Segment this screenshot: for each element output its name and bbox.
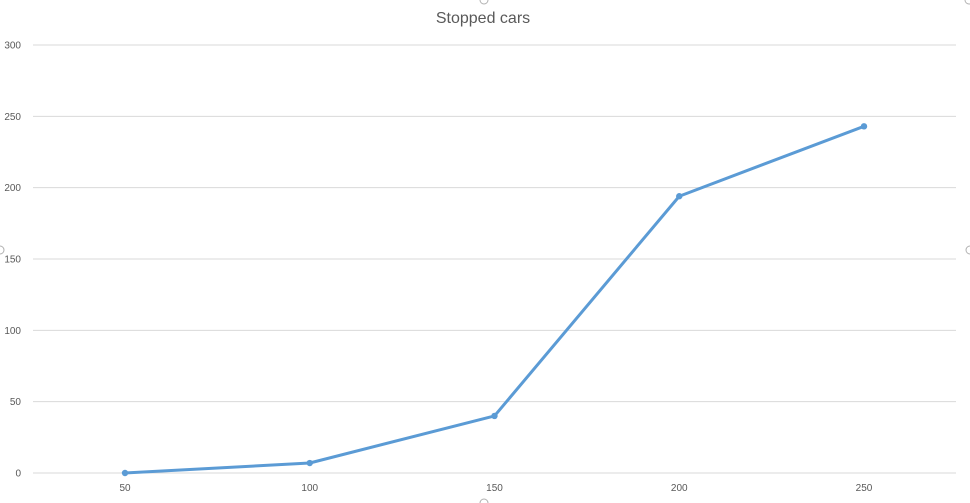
x-tick-label: 50 (119, 483, 131, 494)
x-axis-tick-labels: 50 100 150 200 250 (119, 483, 872, 494)
data-point[interactable] (491, 412, 498, 420)
y-tick-label: 50 (10, 397, 22, 408)
chart-resize-handle-bottom[interactable] (479, 498, 489, 503)
x-tick-label: 200 (671, 483, 688, 494)
x-tick-label: 250 (856, 483, 873, 494)
y-tick-label: 200 (4, 183, 21, 194)
y-tick-label: 100 (4, 326, 21, 337)
data-point[interactable] (121, 469, 129, 477)
y-axis-tick-labels: 0 50 100 150 200 250 300 (4, 41, 21, 480)
gridlines (33, 44, 956, 474)
data-point[interactable] (306, 459, 313, 467)
y-tick-label: 150 (4, 255, 21, 266)
y-tick-label: 0 (15, 469, 21, 480)
series-layer (121, 123, 868, 477)
chart-resize-handle-right[interactable] (965, 245, 970, 255)
x-tick-label: 150 (486, 483, 503, 494)
y-tick-label: 250 (4, 112, 21, 123)
series-line (123, 124, 866, 475)
chart-resize-handle-top-right[interactable] (964, 0, 970, 5)
y-tick-label: 300 (4, 41, 21, 52)
x-tick-label: 100 (301, 483, 318, 494)
data-point[interactable] (676, 193, 683, 200)
chart-title: Stopped cars (436, 10, 530, 27)
chart-resize-handle-left[interactable] (0, 245, 5, 255)
chart-resize-handle-top[interactable] (479, 0, 489, 5)
data-point[interactable] (860, 123, 868, 130)
